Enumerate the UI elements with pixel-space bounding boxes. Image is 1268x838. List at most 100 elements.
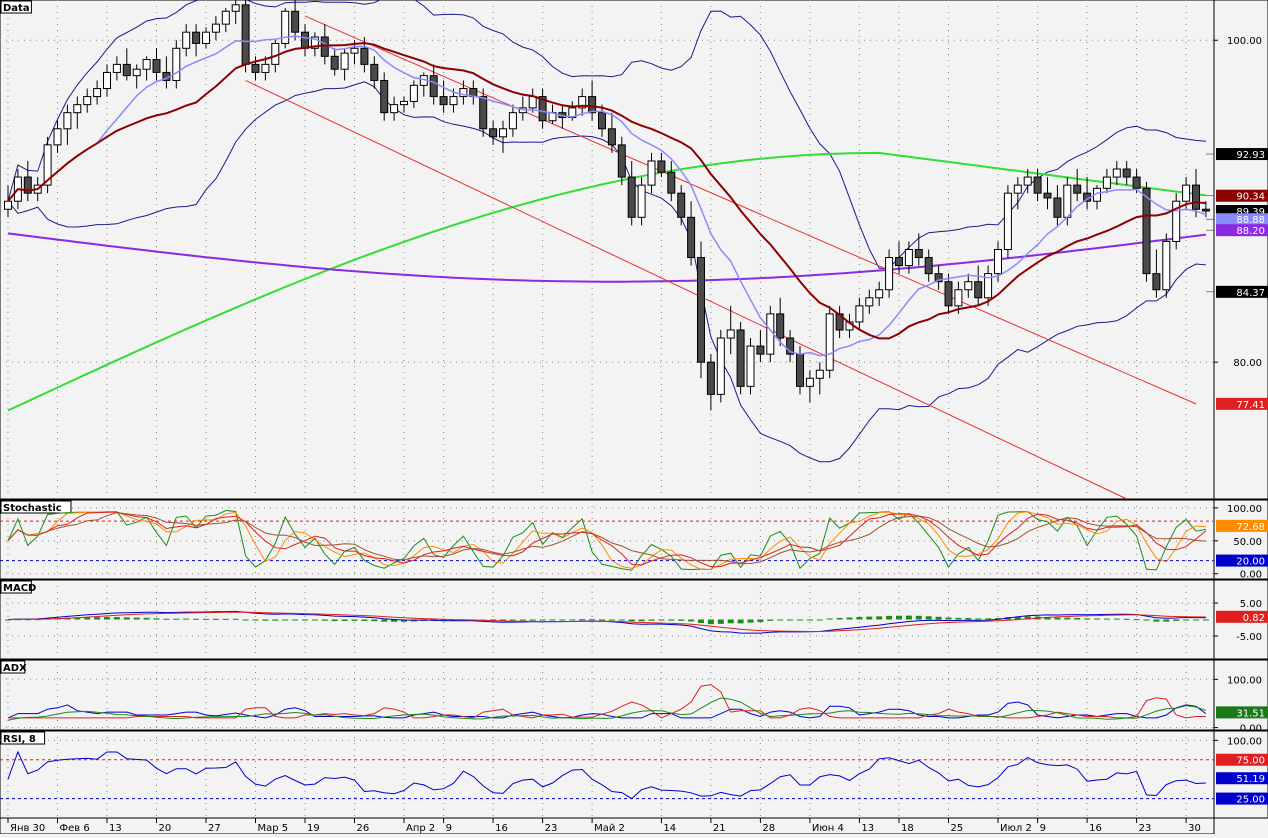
candle-body [657,160,666,173]
candle [944,273,953,314]
macd-histogram-bar [707,619,714,625]
y-tick-label: 100.00 [1227,504,1262,515]
x-tick-label: Янв 30 [10,823,45,834]
macd-histogram-bar [1064,617,1071,620]
candle [112,56,121,81]
candle-body [984,273,993,299]
candle-body [588,96,597,114]
macd-histogram-bar [896,615,902,620]
macd-histogram-bar [559,619,566,621]
macd-histogram-bar [331,619,338,622]
candle [83,88,92,113]
candle [429,64,438,105]
macd-histogram-bar [292,619,299,621]
price-tag [1216,753,1268,766]
pane-label-box [0,660,26,674]
candle [657,152,666,178]
macd-histogram-bar [955,617,962,620]
candle [617,136,626,186]
macd-histogram-bar [509,619,516,621]
x-tick-label: 20 [159,823,172,834]
price-tag-label: 77.41 [1236,400,1265,411]
candle [192,24,201,57]
sma-long-line [7,151,1207,412]
candle [152,48,161,81]
candle [667,160,676,202]
candle [489,120,498,145]
candle-body [202,31,210,44]
macd-histogram-bar [381,619,388,622]
y-tick-label: 80.00 [1233,358,1262,369]
price-tag [1216,397,1268,410]
candle [627,160,636,226]
x-tick-label: 16 [1089,823,1102,834]
macd-histogram-bar [589,619,596,621]
macd-histogram-bar [678,619,685,621]
candle-body [43,144,52,186]
macd-histogram-bar [549,619,556,621]
macd-histogram-bar [203,618,209,620]
candle [63,104,72,145]
candle-body [142,59,151,70]
channel-upper-line [304,15,1197,405]
candle [459,80,468,105]
macd-histogram-bar [1103,618,1110,620]
pane-macd [0,579,1215,660]
candle [756,329,765,363]
candle-body [904,249,913,267]
candle [1053,185,1062,226]
candle [746,338,755,395]
candle-body [786,337,795,355]
candle-body [231,4,240,12]
candle-body [93,88,102,98]
price-tag [1216,610,1268,623]
sma-mid-line [7,42,1206,340]
y-tick-label: 5.00 [1240,599,1262,610]
macd-histogram-bar [341,619,348,621]
candle [499,120,507,153]
candle-body [627,176,636,218]
candle-body [172,47,181,81]
macd-histogram-bar [371,619,378,622]
candle-body [53,128,62,146]
candle-body [607,128,616,146]
candle [380,72,389,121]
candle [974,265,983,306]
macd-histogram-bar [905,615,912,620]
candle [677,185,686,226]
price-tag-label: 51.19 [1236,774,1265,785]
candle [23,160,32,202]
candle-body [865,297,874,307]
candle [122,48,131,81]
candle-body [103,71,111,90]
pane-label-box [0,731,46,745]
price-scale-data [1213,0,1268,500]
candle [994,241,1002,282]
price-tag [1216,554,1268,567]
price-tag-label: 88.88 [1236,215,1265,226]
macd-histogram-bar [727,619,734,624]
macd-histogram-bar [113,617,120,620]
candle [1152,249,1161,298]
macd-histogram-bar [797,619,803,621]
x-tick-label: 27 [208,823,221,834]
macd-histogram-bar [1183,619,1190,621]
candle-body [776,313,785,339]
candle-body [1033,176,1042,194]
candle [221,8,230,33]
candle-body [726,329,735,339]
macd-histogram-bar [153,618,160,620]
candle-body [1013,184,1022,194]
macd-histogram-bar [282,619,289,621]
candle [73,96,82,129]
candle-body [667,171,676,194]
candle [330,48,339,76]
candle [340,48,349,81]
macd-histogram-bar [401,619,407,622]
candle-body [746,345,755,387]
candle-body [439,96,448,106]
candle [934,265,943,290]
stochastic-d-line [7,511,1206,570]
pane-stochastic [0,499,1215,580]
